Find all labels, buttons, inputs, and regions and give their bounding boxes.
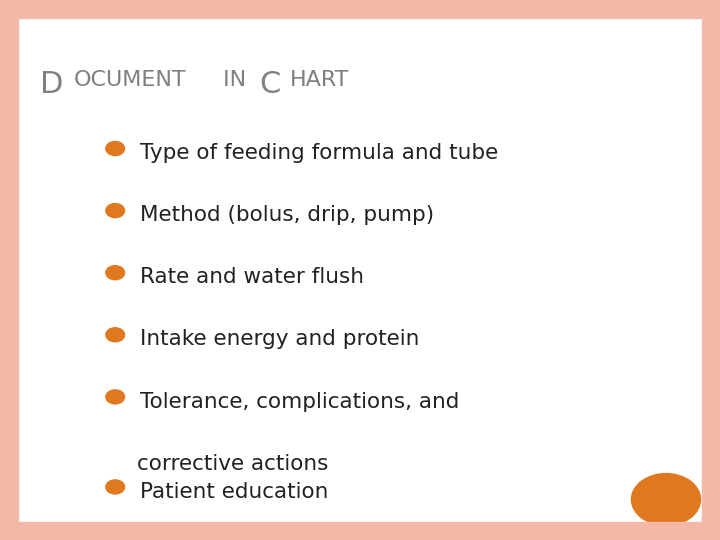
Circle shape	[106, 204, 125, 218]
Circle shape	[106, 328, 125, 342]
Text: Intake energy and protein: Intake energy and protein	[140, 329, 420, 349]
Text: C: C	[259, 70, 281, 99]
Circle shape	[106, 480, 125, 494]
Text: corrective actions: corrective actions	[137, 454, 328, 474]
Circle shape	[106, 266, 125, 280]
Text: HART: HART	[290, 70, 349, 90]
Text: Method (bolus, drip, pump): Method (bolus, drip, pump)	[140, 205, 435, 225]
Circle shape	[631, 474, 701, 525]
Text: IN: IN	[216, 70, 253, 90]
Text: D: D	[40, 70, 63, 99]
Text: Patient education: Patient education	[140, 482, 329, 502]
Text: Rate and water flush: Rate and water flush	[140, 267, 364, 287]
Circle shape	[106, 390, 125, 404]
Text: Tolerance, complications, and: Tolerance, complications, and	[140, 392, 460, 411]
Text: Type of feeding formula and tube: Type of feeding formula and tube	[140, 143, 499, 163]
Text: OCUMENT: OCUMENT	[74, 70, 186, 90]
Circle shape	[106, 141, 125, 156]
